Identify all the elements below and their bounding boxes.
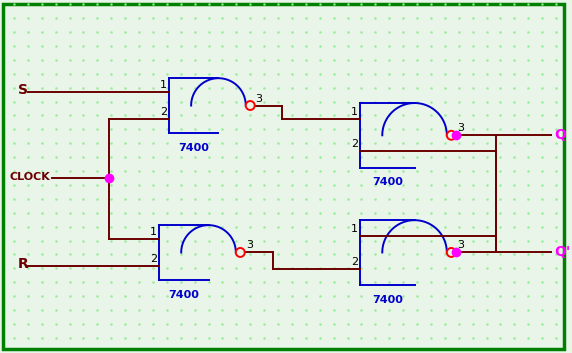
Text: 3: 3	[457, 240, 464, 251]
Circle shape	[447, 131, 456, 140]
Text: 3: 3	[256, 94, 263, 103]
Text: 3: 3	[246, 240, 253, 251]
Text: 2: 2	[160, 107, 167, 117]
Circle shape	[246, 101, 255, 110]
Text: Q: Q	[554, 128, 566, 142]
Text: 3: 3	[457, 123, 464, 133]
Text: 2: 2	[351, 139, 358, 149]
Text: CLOCK: CLOCK	[10, 172, 51, 182]
Text: R: R	[18, 257, 29, 271]
Text: 2: 2	[150, 254, 157, 264]
Text: S: S	[18, 83, 28, 97]
Circle shape	[447, 248, 456, 257]
Text: Q': Q'	[554, 245, 570, 259]
Text: 2: 2	[351, 257, 358, 267]
Text: 1: 1	[150, 227, 157, 237]
Text: 7400: 7400	[372, 178, 403, 187]
Text: 1: 1	[351, 107, 358, 117]
Text: 7400: 7400	[372, 295, 403, 305]
Text: 7400: 7400	[168, 290, 199, 300]
Text: 7400: 7400	[178, 143, 209, 153]
Text: 1: 1	[160, 80, 167, 90]
Text: 1: 1	[351, 225, 358, 234]
Circle shape	[236, 248, 245, 257]
